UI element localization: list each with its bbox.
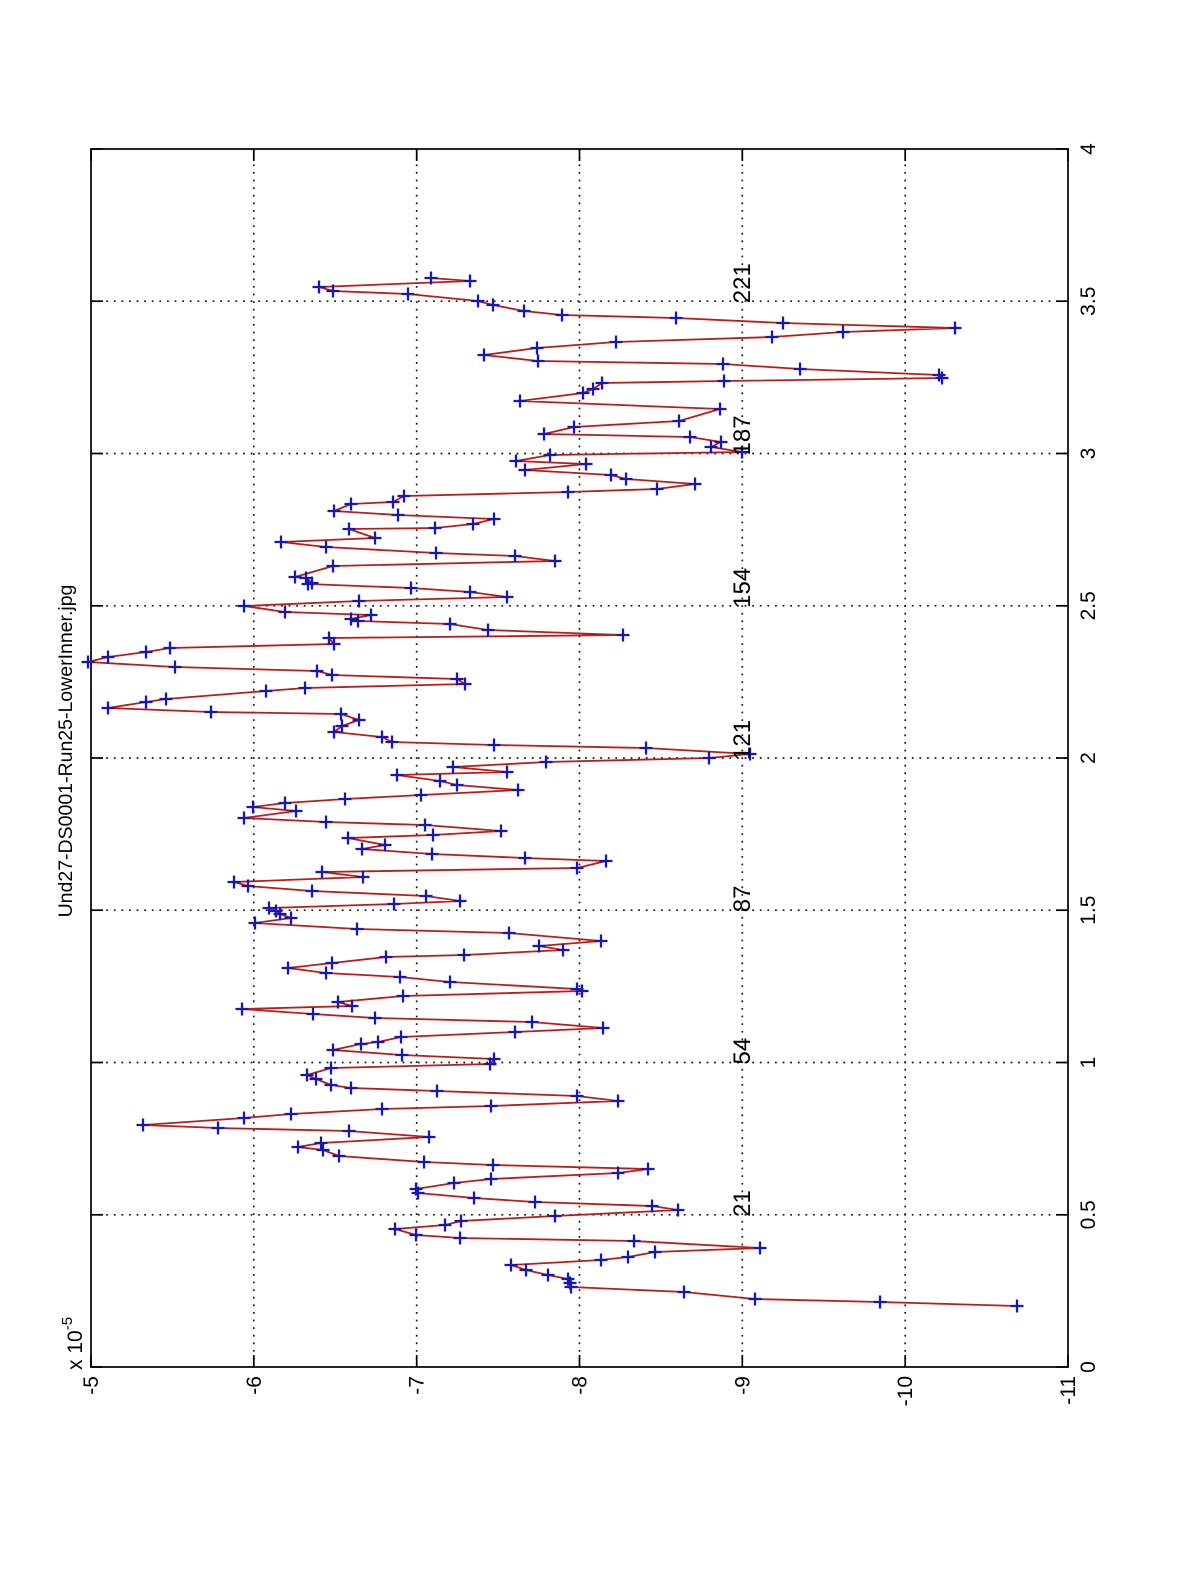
svg-text:54: 54 [729,1038,756,1065]
svg-text:-11: -11 [1057,1376,1080,1405]
svg-text:2.5: 2.5 [1077,591,1100,620]
svg-text:-9: -9 [731,1376,754,1395]
svg-text:3.5: 3.5 [1077,287,1100,316]
svg-text:4: 4 [1077,143,1100,155]
svg-text:21: 21 [729,1190,756,1217]
svg-text:1: 1 [1077,1057,1100,1069]
svg-text:3: 3 [1077,448,1100,460]
svg-text:-10: -10 [894,1376,917,1406]
svg-text:0: 0 [1077,1361,1100,1373]
svg-text:1.5: 1.5 [1077,896,1100,925]
svg-text:121: 121 [729,720,756,760]
svg-text:221: 221 [729,263,756,303]
svg-text:-7: -7 [406,1376,429,1395]
svg-text:-6: -6 [243,1376,266,1395]
svg-text:-8: -8 [569,1376,592,1395]
svg-text:154: 154 [729,568,756,608]
svg-text:-5: -5 [80,1376,103,1395]
svg-text:187: 187 [729,415,756,455]
svg-text:2: 2 [1077,752,1100,764]
svg-text:0.5: 0.5 [1077,1200,1100,1229]
svg-text:87: 87 [729,885,756,912]
svg-text:Und27-DS0001-Run25-LowerInner.: Und27-DS0001-Run25-LowerInner.jpg [55,585,77,918]
